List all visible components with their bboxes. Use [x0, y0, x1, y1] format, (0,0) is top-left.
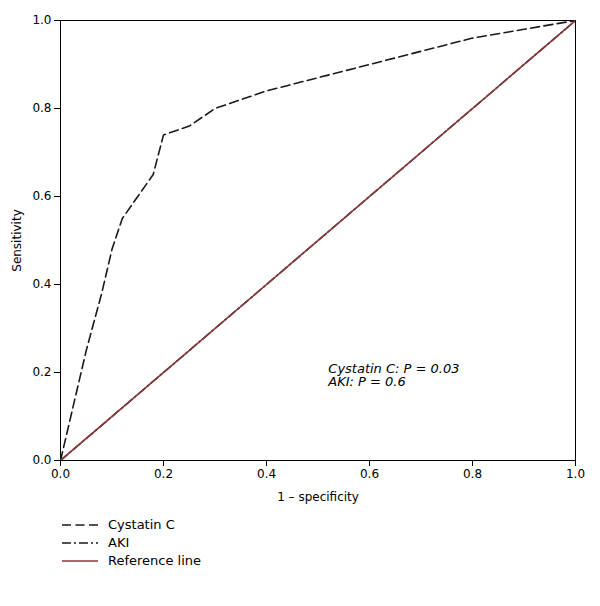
svg-text:0.8: 0.8 — [463, 467, 482, 481]
svg-text:Sensitivity: Sensitivity — [10, 209, 24, 271]
svg-text:0.0: 0.0 — [51, 467, 70, 481]
svg-text:1.0: 1.0 — [32, 13, 51, 27]
html-text:AKI: AKI — [108, 535, 130, 550]
svg-text:0.6: 0.6 — [360, 467, 379, 481]
svg-text:0.0: 0.0 — [32, 453, 51, 467]
html-text:Reference line: Reference line — [108, 553, 202, 568]
svg-text:0.8: 0.8 — [32, 101, 51, 115]
svg-text:0.6: 0.6 — [32, 189, 51, 203]
svg-text:0.2: 0.2 — [154, 467, 173, 481]
svg-text:1 – specificity: 1 – specificity — [277, 490, 359, 504]
html-text:Cystatin C: Cystatin C — [108, 517, 175, 532]
svg-text:1.0: 1.0 — [566, 467, 585, 481]
svg-text:0.2: 0.2 — [32, 365, 51, 379]
svg-text:0.4: 0.4 — [257, 467, 276, 481]
svg-text:0.4: 0.4 — [32, 277, 51, 291]
svg-text:Cystatin C: P = 0.03AKI: P = 0: Cystatin C: P = 0.03AKI: P = 0.6 — [327, 361, 459, 389]
